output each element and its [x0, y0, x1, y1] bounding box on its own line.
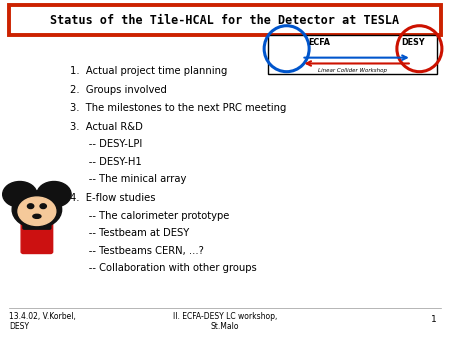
Circle shape: [37, 182, 71, 207]
Text: II. ECFA-DESY LC workshop,
St.Malo: II. ECFA-DESY LC workshop, St.Malo: [173, 312, 277, 332]
Circle shape: [3, 182, 37, 207]
Circle shape: [18, 197, 56, 225]
Text: 1.  Actual project time planning: 1. Actual project time planning: [70, 66, 227, 76]
Text: 3.  Actual R&D: 3. Actual R&D: [70, 122, 143, 132]
FancyBboxPatch shape: [21, 223, 53, 254]
Ellipse shape: [33, 214, 41, 218]
Text: 1: 1: [431, 315, 436, 324]
Circle shape: [12, 191, 62, 228]
Circle shape: [27, 204, 34, 209]
Text: 4.  E-flow studies: 4. E-flow studies: [70, 193, 155, 203]
FancyBboxPatch shape: [9, 5, 441, 35]
Text: 13.4.02, V.Korbel,
DESY: 13.4.02, V.Korbel, DESY: [9, 312, 76, 332]
Text: Linear Collider Workshop: Linear Collider Workshop: [318, 68, 387, 73]
Text: -- DESY-LPI: -- DESY-LPI: [70, 139, 142, 149]
Text: -- Collaboration with other groups: -- Collaboration with other groups: [70, 263, 256, 273]
Text: -- The minical array: -- The minical array: [70, 174, 186, 184]
Text: 2.  Groups involved: 2. Groups involved: [70, 84, 166, 95]
Text: -- DESY-H1: -- DESY-H1: [70, 156, 141, 167]
Text: Status of the Tile-HCAL for the Detector at TESLA: Status of the Tile-HCAL for the Detector…: [50, 14, 400, 27]
Text: DESY: DESY: [401, 38, 425, 47]
Text: 3.  The milestones to the next PRC meeting: 3. The milestones to the next PRC meetin…: [70, 103, 286, 113]
Text: -- Testbeams CERN, ...?: -- Testbeams CERN, ...?: [70, 246, 203, 256]
Text: -- Testbeam at DESY: -- Testbeam at DESY: [70, 228, 189, 238]
Text: ECFA: ECFA: [308, 38, 330, 47]
Circle shape: [40, 204, 46, 209]
Text: -- The calorimeter prototype: -- The calorimeter prototype: [70, 211, 229, 221]
FancyBboxPatch shape: [268, 35, 436, 74]
FancyBboxPatch shape: [23, 212, 51, 229]
